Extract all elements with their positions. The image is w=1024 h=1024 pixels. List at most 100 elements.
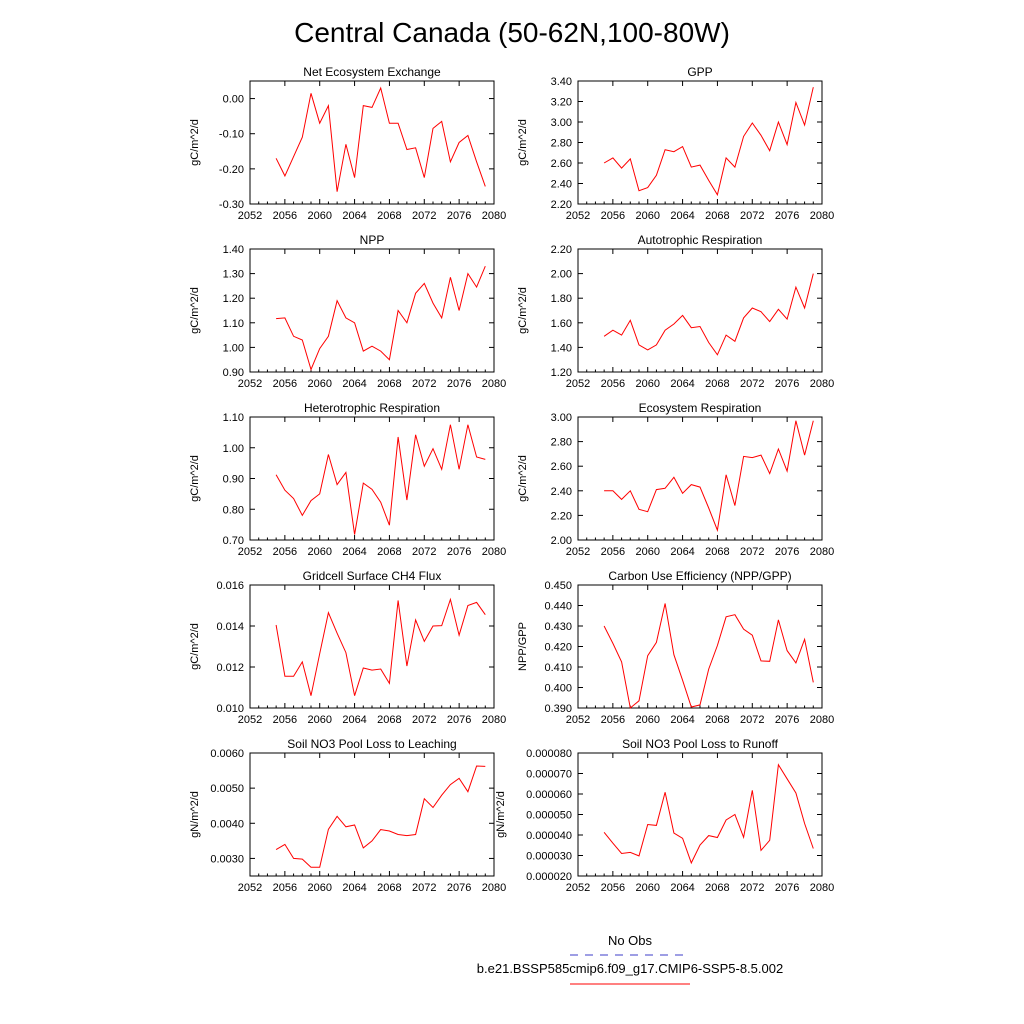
y-tick-label: 2.60 (551, 461, 572, 473)
y-tick-label: 0.90 (223, 367, 244, 379)
x-tick-label: 2076 (775, 546, 799, 558)
y-tick-label: 1.10 (223, 412, 244, 424)
y-tick-label: -0.30 (219, 199, 244, 211)
y-tick-label: 0.014 (216, 621, 244, 633)
y-tick-label: 0.000040 (526, 830, 572, 842)
x-tick-label: 2060 (307, 882, 331, 894)
y-tick-label: 0.0040 (210, 818, 244, 830)
x-tick-label: 2052 (238, 546, 262, 558)
y-tick-label: 1.40 (223, 244, 244, 256)
y-tick-label: 0.000080 (526, 748, 572, 760)
x-tick-label: 2072 (412, 714, 436, 726)
x-tick-label: 2056 (273, 378, 297, 390)
x-tick-label: 2064 (342, 546, 366, 558)
y-axis-label: gC/m^2/d (517, 455, 529, 502)
x-tick-label: 2072 (740, 378, 764, 390)
x-tick-label: 2080 (810, 210, 834, 222)
y-tick-label: 0.410 (544, 662, 572, 674)
legend-obs-label: No Obs (608, 933, 653, 948)
chart-panel: Net Ecosystem Exchange 2052 2056 2060 2064 20… (189, 65, 506, 222)
y-tick-label: 1.20 (223, 293, 244, 305)
y-axis-label: gC/m^2/d (189, 287, 201, 334)
y-tick-label: 1.60 (551, 318, 572, 330)
y-tick-label: 2.80 (551, 437, 572, 449)
y-tick-label: 0.80 (223, 504, 244, 516)
chart-panel: Autotrophic Respiration 2052 2056 2060 2064 2… (517, 233, 834, 390)
y-axis-label: gC/m^2/d (517, 287, 529, 334)
plot-frame (249, 752, 495, 877)
x-tick-label: 2060 (307, 210, 331, 222)
plot-frame (249, 584, 495, 709)
x-tick-label: 2056 (601, 546, 625, 558)
y-tick-label: 0.420 (544, 642, 572, 654)
y-tick-label: 0.000020 (526, 871, 572, 883)
y-tick-label: 0.016 (216, 580, 244, 592)
y-tick-label: 0.000030 (526, 851, 572, 863)
y-tick-label: 0.000050 (526, 810, 572, 822)
x-tick-label: 2052 (566, 378, 590, 390)
x-tick-label: 2072 (740, 546, 764, 558)
x-tick-label: 2052 (566, 714, 590, 726)
x-tick-label: 2072 (412, 210, 436, 222)
x-tick-label: 2080 (482, 714, 506, 726)
x-tick-label: 2076 (447, 546, 471, 558)
chart-panel: Soil NO3 Pool Loss to Leaching 2052 2056 20… (189, 737, 506, 894)
y-tick-label: -0.20 (219, 164, 244, 176)
x-tick-label: 2080 (482, 882, 506, 894)
x-tick-label: 2056 (273, 882, 297, 894)
x-tick-label: 2060 (635, 210, 659, 222)
y-axis-label: gN/m^2/d (189, 791, 201, 838)
x-tick-label: 2064 (670, 546, 694, 558)
x-tick-label: 2064 (342, 210, 366, 222)
x-tick-label: 2056 (273, 714, 297, 726)
y-tick-label: 2.80 (551, 138, 572, 150)
x-tick-label: 2076 (775, 378, 799, 390)
chart-panel: Carbon Use Efficiency (NPP/GPP) 2052 2056 2… (517, 569, 834, 726)
y-tick-label: -0.10 (219, 129, 244, 141)
y-axis-label: gC/m^2/d (189, 623, 201, 670)
panel-title: Ecosystem Respiration (639, 401, 762, 415)
plot-frame (577, 80, 823, 205)
chart-panels: Net Ecosystem Exchange 2052 2056 2060 2064 20… (189, 65, 834, 894)
y-tick-label: 1.30 (223, 269, 244, 281)
chart-panel: Ecosystem Respiration 2052 2056 2060 2064 206… (517, 401, 834, 558)
series-line (603, 87, 814, 197)
y-tick-label: 2.40 (551, 486, 572, 498)
panel-title: GPP (687, 65, 712, 79)
series-line (603, 603, 814, 709)
y-tick-label: 2.20 (551, 510, 572, 522)
x-tick-label: 2072 (740, 714, 764, 726)
x-tick-label: 2068 (705, 882, 729, 894)
x-tick-label: 2052 (238, 714, 262, 726)
x-tick-label: 2068 (377, 714, 401, 726)
panel-title: Gridcell Surface CH4 Flux (303, 569, 442, 583)
x-tick-label: 2052 (566, 882, 590, 894)
panel-title: Carbon Use Efficiency (NPP/GPP) (608, 569, 791, 583)
x-tick-label: 2052 (238, 882, 262, 894)
y-tick-label: 1.20 (551, 367, 572, 379)
plot-frame (577, 752, 823, 877)
x-tick-label: 2064 (342, 882, 366, 894)
y-axis-label: gN/m^2/d (495, 791, 507, 838)
y-tick-label: 2.00 (551, 535, 572, 547)
series-line (276, 266, 486, 371)
x-tick-label: 2064 (342, 378, 366, 390)
y-tick-label: 2.20 (551, 244, 572, 256)
chart-panel: Gridcell Surface CH4 Flux 2052 2056 2060 206… (189, 569, 506, 726)
y-tick-label: 3.20 (551, 97, 572, 109)
y-axis-label: gC/m^2/d (517, 119, 529, 166)
y-tick-label: 0.430 (544, 621, 572, 633)
x-tick-label: 2080 (810, 714, 834, 726)
x-tick-label: 2056 (273, 210, 297, 222)
plot-frame (249, 80, 495, 205)
y-tick-label: 3.00 (551, 412, 572, 424)
x-tick-label: 2064 (670, 378, 694, 390)
x-tick-label: 2056 (601, 378, 625, 390)
panel-title: Heterotrophic Respiration (304, 401, 440, 415)
x-tick-label: 2052 (566, 210, 590, 222)
y-tick-label: 0.400 (544, 683, 572, 695)
x-tick-label: 2076 (447, 210, 471, 222)
x-tick-label: 2068 (377, 210, 401, 222)
x-tick-label: 2068 (377, 378, 401, 390)
y-tick-label: 0.440 (544, 601, 572, 613)
